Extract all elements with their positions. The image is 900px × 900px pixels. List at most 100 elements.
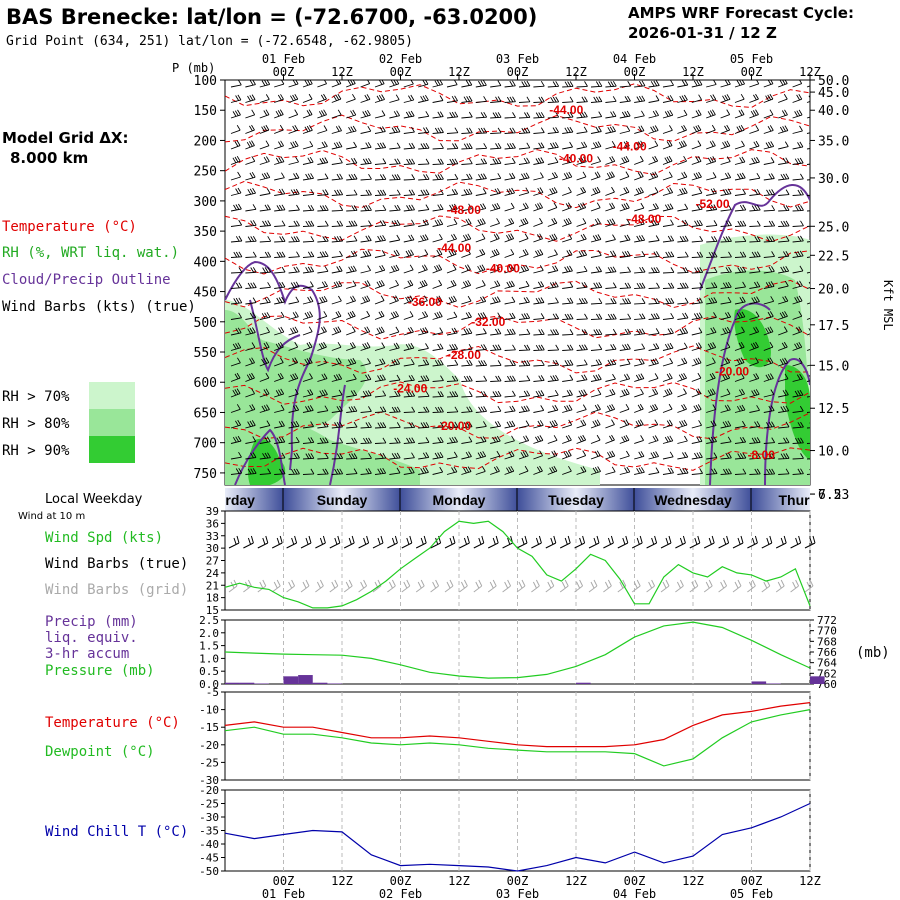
temperature-contour-label: -44.00 xyxy=(437,241,471,255)
top-hour-label: 00Z xyxy=(624,65,646,79)
bottom-hour-label: 12Z xyxy=(682,874,704,888)
precip-bar xyxy=(298,675,313,684)
precip-bar xyxy=(225,682,240,684)
y-tick-label: 18 xyxy=(206,592,219,605)
y-tick-label: 770 xyxy=(817,625,837,638)
temperature-label: Temperature (°C) xyxy=(45,715,180,731)
weekday-cell xyxy=(751,488,810,511)
y-tick-label: -30 xyxy=(199,811,219,824)
accum-label: 3-hr accum xyxy=(45,646,129,662)
temperature-contour-label: -36.00 xyxy=(408,295,442,309)
precip-bar xyxy=(810,676,825,684)
temperature-contour xyxy=(225,411,810,440)
wind-barbs-grid-label: Wind Barbs (grid) xyxy=(45,582,188,598)
temperature-contour xyxy=(225,114,810,143)
temperature-contour-label: -48.00 xyxy=(627,212,661,226)
weekday-label: Tuesday xyxy=(548,492,604,508)
legend-temperature: Temperature (°C) xyxy=(2,219,137,235)
kft-tick-label: 6.23 xyxy=(818,488,849,503)
top-hour-label: 12Z xyxy=(331,65,353,79)
chart-title: BAS Brenecke: lat/lon = (-72.6700, -63.0… xyxy=(6,5,537,29)
wind-speed-label: Wind Spd (kts) xyxy=(45,530,163,546)
precip-bar xyxy=(327,683,342,684)
top-date-label: 03 Feb xyxy=(496,52,539,66)
weekday-label: Monday xyxy=(433,492,486,508)
weekday-cell xyxy=(225,488,284,511)
weekday-label: Sunday xyxy=(317,492,368,508)
wind-barbs-true-label: Wind Barbs (true) xyxy=(45,556,188,572)
top-hour-label: 12Z xyxy=(448,65,470,79)
forecast-cycle-value: 2026-01-31 / 12 Z xyxy=(628,24,777,42)
kft-tick-label: 12.5 xyxy=(818,402,849,417)
pressure-tick-label: 200 xyxy=(194,134,217,149)
y-tick-label: 39 xyxy=(206,505,219,518)
weekday-cell xyxy=(400,488,518,511)
temperature-contour-label: -20.00 xyxy=(715,364,749,378)
wind-barbs-grid-row xyxy=(228,579,814,593)
y-tick-label: 30 xyxy=(206,542,219,555)
cloud-outline-path xyxy=(234,428,286,485)
forecast-cycle-label: AMPS WRF Forecast Cycle: xyxy=(628,4,854,22)
pressure-tick-label: 750 xyxy=(194,467,217,482)
temperature-contour-label: -40.00 xyxy=(486,262,520,276)
wind-barbs-upper xyxy=(230,80,810,475)
temperature-line xyxy=(224,702,811,748)
pressure-tick-label: 250 xyxy=(194,165,217,180)
precip-bar xyxy=(766,683,781,684)
kft-tick-label: 35.0 xyxy=(818,134,849,149)
temperature-contour-label: -32.00 xyxy=(471,315,505,329)
kft-tick-label: 7.5 xyxy=(818,488,841,503)
dewpoint-label: Dewpoint (°C) xyxy=(45,744,155,760)
pressure-line xyxy=(224,621,811,679)
bottom-hour-label: 00Z xyxy=(273,874,295,888)
temperature-contour xyxy=(225,248,810,275)
precip-bar xyxy=(239,682,255,684)
weekday-cell xyxy=(283,488,401,511)
pressure-tick-label: 700 xyxy=(194,437,217,452)
wind-barb-field xyxy=(230,80,810,475)
legend-rh: RH (%, WRT liq. wat.) xyxy=(2,245,179,261)
bottom-date-label: 04 Feb xyxy=(613,887,656,900)
temperature-contour xyxy=(225,149,810,176)
y-tick-label: 27 xyxy=(206,555,219,568)
y-tick-label: -20 xyxy=(199,739,219,752)
kft-tick-label: 15.0 xyxy=(818,359,849,374)
precip-bar xyxy=(751,681,767,684)
y-tick-label: -20 xyxy=(199,784,219,797)
pressure-tick-label: 400 xyxy=(194,255,217,270)
wind-chill-line xyxy=(224,802,811,872)
bottom-hour-label: 12Z xyxy=(331,874,353,888)
kft-tick-label: 20.0 xyxy=(818,283,849,298)
rh-legend-label: RH > 80% xyxy=(2,416,70,432)
rh-legend: RH > 70% RH > 80% RH > 90% xyxy=(2,382,135,463)
temperature-contour-label: -48.00 xyxy=(447,203,481,217)
y-tick-label: 2.0 xyxy=(199,627,219,640)
bottom-date-label: 05 Feb xyxy=(730,887,773,900)
cloud-outline-path xyxy=(699,184,810,291)
bottom-date-label: 01 Feb xyxy=(262,887,305,900)
pressure-tick-label: 150 xyxy=(194,104,217,119)
kft-tick-label: 10.0 xyxy=(818,445,849,460)
rh-legend-swatch xyxy=(89,436,135,463)
top-date-label: 02 Feb xyxy=(379,52,422,66)
y-tick-label: 0.0 xyxy=(199,678,219,691)
y-tick-label: 21 xyxy=(206,579,219,592)
top-date-label: 04 Feb xyxy=(613,52,656,66)
bottom-hour-label: 00Z xyxy=(624,874,646,888)
bottom-date-label: 03 Feb xyxy=(496,887,539,900)
wind-chill-panel: -20-25-30-35-40-45-50 xyxy=(199,784,811,878)
kft-tick-label: 25.0 xyxy=(818,220,849,235)
y-tick-label: -50 xyxy=(199,865,219,878)
top-hour-label: 12Z xyxy=(682,65,704,79)
temperature-contour xyxy=(225,83,810,109)
temperature-panel: -5 -10 -15 -20 -25 -30 xyxy=(199,686,811,787)
temperature-contour-label: -40.00 xyxy=(559,152,593,166)
temperature-contour xyxy=(225,381,810,405)
y-tick-label: -40 xyxy=(199,838,219,851)
cross-section-axes: 100 150 200 250 300 350 400 450 500 550 600 650 700 7… xyxy=(194,74,850,503)
y-tick-label: -10 xyxy=(199,704,219,717)
temperature-contour xyxy=(225,447,810,471)
precip-bar xyxy=(283,676,299,684)
top-date-label: 05 Feb xyxy=(730,52,773,66)
